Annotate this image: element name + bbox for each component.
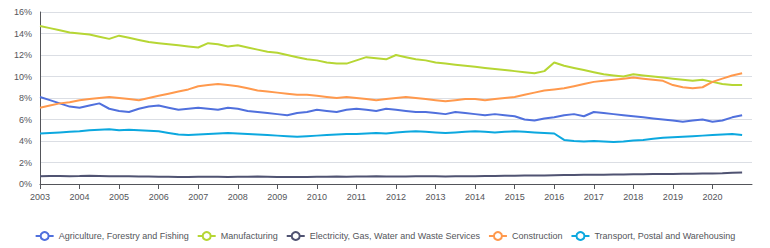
- svg-text:2014: 2014: [465, 192, 485, 202]
- svg-text:16%: 16%: [14, 7, 32, 17]
- svg-text:2018: 2018: [623, 192, 643, 202]
- svg-text:2020: 2020: [702, 192, 722, 202]
- svg-text:2009: 2009: [267, 192, 287, 202]
- svg-text:8%: 8%: [19, 93, 32, 103]
- svg-text:10%: 10%: [14, 72, 32, 82]
- svg-text:Agriculture, Forestry and Fish: Agriculture, Forestry and Fishing: [59, 231, 189, 241]
- svg-text:Electricity, Gas, Water and Wa: Electricity, Gas, Water and Waste Servic…: [310, 231, 481, 241]
- svg-text:2005: 2005: [109, 192, 129, 202]
- svg-text:Construction: Construction: [512, 231, 563, 241]
- svg-text:2008: 2008: [228, 192, 248, 202]
- svg-text:4%: 4%: [19, 136, 32, 146]
- svg-text:12%: 12%: [14, 50, 32, 60]
- svg-text:6%: 6%: [19, 115, 32, 125]
- svg-text:2011: 2011: [347, 192, 366, 202]
- svg-text:2006: 2006: [149, 192, 169, 202]
- svg-text:2010: 2010: [307, 192, 327, 202]
- svg-text:2017: 2017: [584, 192, 604, 202]
- svg-text:2019: 2019: [663, 192, 683, 202]
- svg-text:2012: 2012: [386, 192, 406, 202]
- svg-text:0%: 0%: [19, 179, 32, 189]
- svg-text:2015: 2015: [505, 192, 525, 202]
- svg-text:Transport, Postal and Warehous: Transport, Postal and Warehousing: [594, 231, 735, 241]
- svg-text:14%: 14%: [14, 29, 32, 39]
- svg-text:Manufacturing: Manufacturing: [221, 231, 278, 241]
- svg-text:2003: 2003: [30, 192, 50, 202]
- svg-text:2004: 2004: [70, 192, 90, 202]
- svg-text:2016: 2016: [544, 192, 564, 202]
- svg-text:2007: 2007: [188, 192, 208, 202]
- svg-text:2013: 2013: [426, 192, 446, 202]
- svg-text:2%: 2%: [19, 158, 32, 168]
